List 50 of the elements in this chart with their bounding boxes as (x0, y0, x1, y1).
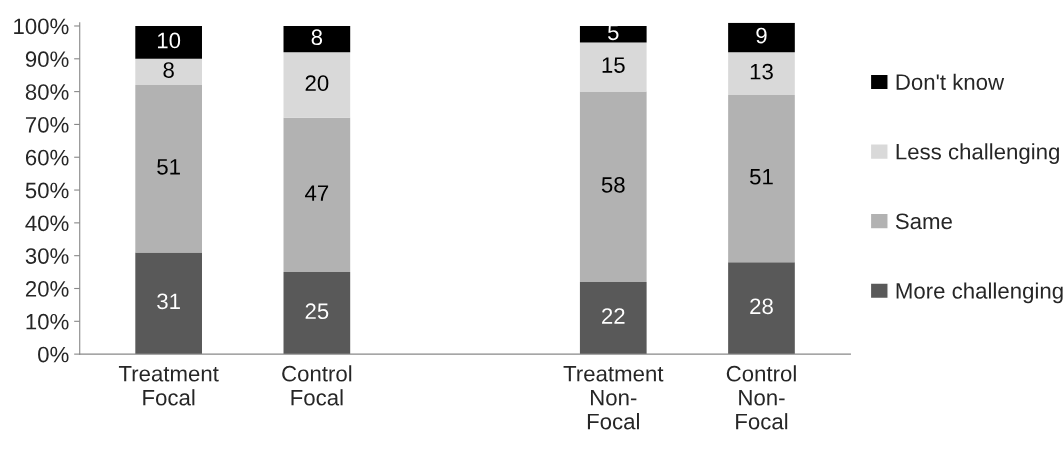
data-label: 9 (756, 27, 767, 44)
data-label: 25 (305, 303, 329, 320)
x-tick-label: Control Focal (282, 365, 352, 406)
bar (135, 252, 202, 355)
bar (283, 117, 351, 273)
y-tick-label: 100% (14, 18, 69, 35)
bar (135, 25, 202, 59)
y-tick-label: 20% (25, 281, 69, 297)
y-tick-label: 70% (25, 116, 69, 133)
bar (283, 25, 351, 53)
legend-label: Same (895, 213, 952, 230)
data-label: 8 (163, 62, 174, 78)
data-label: 13 (750, 63, 773, 80)
legend-label: More challenging (896, 282, 1063, 304)
data-label: 22 (602, 308, 625, 324)
data-label: 10 (157, 32, 181, 49)
data-label: 20 (305, 75, 329, 92)
bar (728, 22, 795, 53)
x-tick-label: Treatment Focal (118, 366, 219, 406)
data-label: 58 (601, 177, 625, 193)
y-tick-label: 50% (25, 182, 69, 199)
x-tick-label: Control Non-Focal (726, 365, 796, 430)
data-label: 31 (157, 293, 180, 310)
y-tick-label: 60% (25, 149, 69, 166)
data-label: 15 (602, 57, 625, 73)
data-label: 51 (157, 159, 180, 175)
data-label: 47 (305, 185, 329, 201)
y-tick-label: 80% (25, 84, 69, 100)
bar (283, 272, 351, 355)
bar (579, 281, 647, 355)
legend-label: Don't know (896, 73, 1005, 90)
y-tick-label: 40% (25, 215, 69, 232)
bar (728, 94, 795, 263)
y-tick-label: 10% (26, 313, 69, 330)
bar (283, 52, 351, 118)
data-label: 28 (750, 298, 773, 315)
bar (135, 58, 202, 86)
bar (579, 42, 647, 92)
data-label: 8 (311, 29, 323, 46)
data-label: 51 (750, 169, 773, 185)
y-tick-label: 30% (25, 248, 69, 264)
bar (579, 91, 647, 282)
bar (728, 52, 795, 95)
bar (135, 85, 202, 253)
bar (579, 25, 647, 43)
legend-label: Less challenging (896, 143, 1059, 164)
bar (728, 262, 795, 355)
y-tick-label: 0% (38, 346, 69, 363)
x-tick-label: Treatment Non-Focal (563, 366, 664, 430)
y-tick-label: 90% (25, 51, 69, 68)
